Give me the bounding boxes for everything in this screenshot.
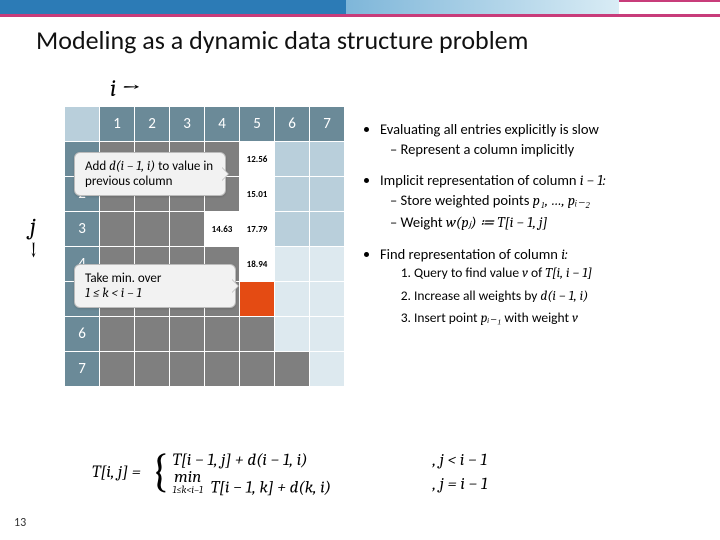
eq-lhs: T[i, j] = xyxy=(92,463,141,482)
col-header: 6 xyxy=(275,107,310,142)
callout-min: Take min. over 1 ≤ k < i − 1 xyxy=(74,264,236,308)
cell-value: 14.63 xyxy=(205,212,240,247)
table-row: 3 14.63 17.79 xyxy=(65,212,345,247)
i-axis-label: i → xyxy=(110,74,139,102)
callout-math: d(i − 1, i) xyxy=(109,159,155,174)
list-item: Weight w(pⱼ) ≔ T[i − 1, j] xyxy=(406,213,706,233)
callout-text: Add xyxy=(85,159,106,174)
row-header: 6 xyxy=(65,317,100,352)
list-item: Find representation of column i: Query t… xyxy=(380,245,706,328)
row-header: 3 xyxy=(65,212,100,247)
cell-value: 12.56 xyxy=(240,142,275,177)
callout-text: Take min. over xyxy=(85,271,161,286)
min-operator: min 1≤k<i−1 xyxy=(173,470,203,494)
table-row: 1 2 3 4 5 6 7 xyxy=(65,107,345,142)
eq-cond2: , j = i − 1 xyxy=(433,475,533,494)
col-header: 5 xyxy=(240,107,275,142)
list-item: Store weighted points p₁, …, pᵢ₋₂ xyxy=(406,191,706,211)
slide-title: Modeling as a dynamic data structure pro… xyxy=(36,24,528,56)
eq-case2: T[i − 1, k] + d(k, i) xyxy=(211,479,331,498)
eq-case1: T[i − 1, j] + d(i − 1, i) xyxy=(173,451,433,470)
col-header: 7 xyxy=(310,107,345,142)
list-item: Query to find value v of T[i, i − 1] xyxy=(414,264,706,283)
accent-line xyxy=(0,14,720,17)
dp-matrix: 1 2 3 4 5 6 7 1 12.56 2 15.01 3 14.63 17… xyxy=(64,106,345,387)
bullet-list: Evaluating all entries explicitly is slo… xyxy=(362,120,706,340)
list-item: Insert point pᵢ₋₁ with weight v xyxy=(414,309,706,328)
j-axis-label: j ↓ xyxy=(30,214,37,262)
cell-value: 15.01 xyxy=(240,177,275,212)
callout-math: 1 ≤ k < i − 1 xyxy=(85,286,142,301)
list-item: Implicit representation of column i − 1:… xyxy=(380,171,706,233)
list-item: Increase all weights by d(i − 1, i) xyxy=(414,287,706,306)
down-arrow: ↓ xyxy=(30,238,37,262)
brace-icon: { xyxy=(151,454,169,491)
col-header: 3 xyxy=(170,107,205,142)
page-number: 13 xyxy=(14,516,26,530)
eq-cond1: , j < i − 1 xyxy=(433,451,533,470)
header-bar xyxy=(0,0,720,14)
recurrence-equation: T[i, j] = { T[i − 1, j] + d(i − 1, i) , … xyxy=(92,448,533,496)
col-header: 2 xyxy=(135,107,170,142)
list-item: Evaluating all entries explicitly is slo… xyxy=(380,120,706,159)
cell-value: 17.79 xyxy=(240,212,275,247)
list-item: Represent a column implicitly xyxy=(406,140,706,160)
col-header: 1 xyxy=(100,107,135,142)
row-header: 7 xyxy=(65,352,100,387)
col-header: 4 xyxy=(205,107,240,142)
callout-add: Add d(i − 1, i) to value in previous col… xyxy=(74,152,226,196)
cell-value: 18.94 xyxy=(240,247,275,282)
table-row: 6 xyxy=(65,317,345,352)
table-row: 7 xyxy=(65,352,345,387)
